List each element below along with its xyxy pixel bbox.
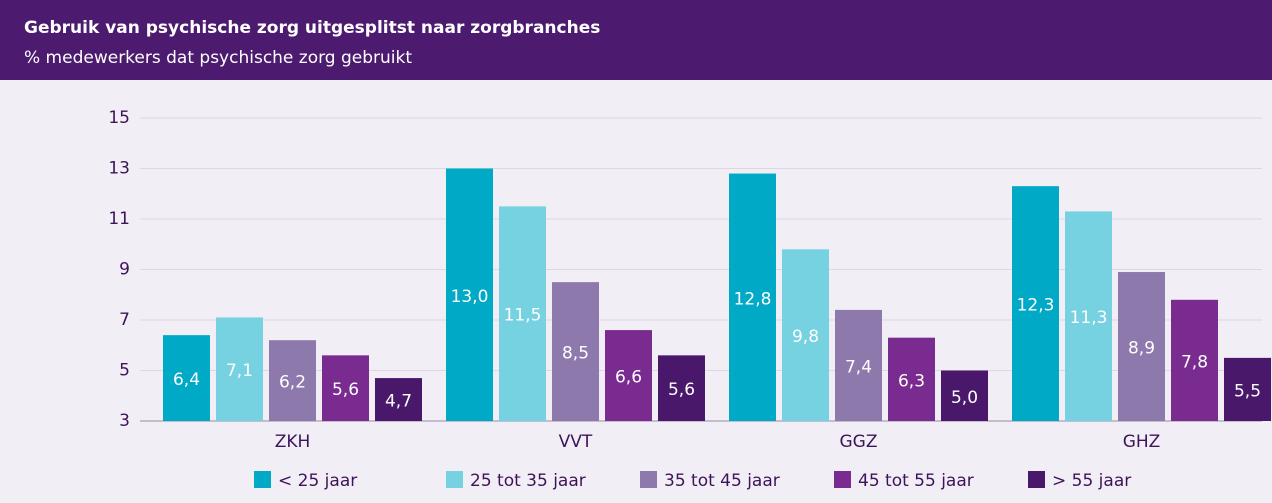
bar — [888, 337, 935, 421]
x-tick-label: ZKH — [275, 432, 311, 452]
bar — [216, 317, 263, 421]
data-label: 5,6 — [668, 380, 695, 400]
bar — [729, 173, 776, 421]
data-label: 7,1 — [226, 361, 253, 381]
x-tick-label: GHZ — [1123, 432, 1161, 452]
data-label: 8,5 — [562, 344, 589, 364]
legend-label: 45 tot 55 jaar — [858, 471, 974, 491]
plot-background — [0, 80, 1272, 503]
y-tick-label: 13 — [108, 159, 130, 179]
data-label: 6,6 — [615, 368, 642, 388]
legend-swatch — [834, 471, 851, 488]
bar — [1118, 272, 1165, 421]
data-label: 6,4 — [173, 370, 200, 390]
y-tick-label: 15 — [108, 108, 130, 128]
y-tick-label: 7 — [119, 310, 130, 330]
bar — [446, 168, 493, 421]
bar — [605, 330, 652, 421]
bar — [658, 355, 705, 421]
data-label: 11,5 — [504, 306, 542, 326]
data-label: 9,8 — [792, 327, 819, 347]
y-tick-label: 3 — [119, 411, 130, 431]
data-label: 11,3 — [1070, 308, 1108, 328]
data-label: 6,2 — [279, 373, 306, 393]
data-label: 5,0 — [951, 388, 978, 408]
bar — [1065, 211, 1112, 421]
bar — [375, 378, 422, 421]
bar — [1012, 186, 1059, 421]
data-label: 12,8 — [734, 289, 772, 309]
chart-subtitle: % medewerkers dat psychische zorg gebrui… — [24, 48, 412, 68]
data-label: 7,8 — [1181, 352, 1208, 372]
bar — [835, 309, 882, 421]
data-label: 6,3 — [898, 371, 925, 391]
data-label: 4,7 — [385, 392, 412, 412]
bar — [782, 249, 829, 421]
bar — [269, 340, 316, 421]
bar — [552, 282, 599, 421]
data-label: 8,9 — [1128, 339, 1155, 359]
y-tick-label: 5 — [119, 361, 130, 381]
bar — [322, 355, 369, 421]
legend-swatch — [254, 471, 271, 488]
data-label: 7,4 — [845, 357, 872, 377]
y-tick-label: 9 — [119, 260, 130, 280]
data-label: 5,6 — [332, 380, 359, 400]
legend-label: < 25 jaar — [278, 471, 357, 491]
data-label: 5,5 — [1234, 381, 1261, 401]
legend-label: > 55 jaar — [1052, 471, 1131, 491]
data-label: 13,0 — [451, 287, 489, 307]
bar — [941, 370, 988, 421]
legend-label: 35 tot 45 jaar — [664, 471, 780, 491]
x-tick-label: VVT — [559, 432, 593, 452]
bar — [499, 206, 546, 421]
bar — [1171, 299, 1218, 421]
legend-label: 25 tot 35 jaar — [470, 471, 586, 491]
legend-swatch — [1028, 471, 1045, 488]
bar — [163, 335, 210, 421]
x-tick-label: GGZ — [840, 432, 878, 452]
chart-title: Gebruik van psychische zorg uitgesplitst… — [24, 18, 600, 38]
y-tick-label: 11 — [108, 209, 130, 229]
legend-swatch — [446, 471, 463, 488]
legend-swatch — [640, 471, 657, 488]
header-band — [0, 0, 1272, 80]
bar — [1224, 357, 1271, 421]
data-label: 12,3 — [1017, 296, 1055, 316]
